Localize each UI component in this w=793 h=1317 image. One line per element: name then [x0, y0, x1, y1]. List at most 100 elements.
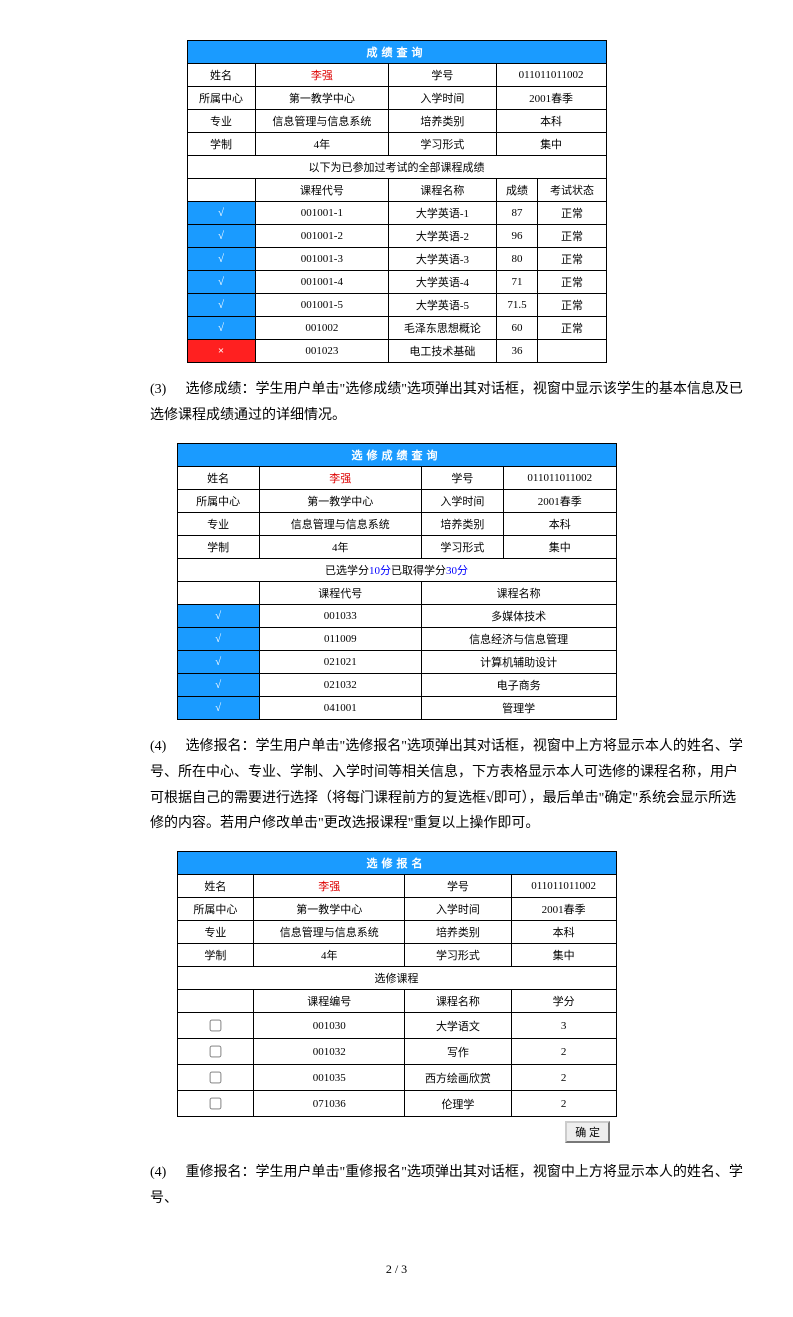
cell-code: 001033	[259, 604, 421, 627]
status-mark: √	[187, 202, 255, 225]
cell-code: 001030	[254, 1013, 405, 1039]
info-cell: 学号	[405, 875, 511, 898]
info-cell: 本科	[496, 110, 606, 133]
cell-stat: 正常	[538, 317, 606, 340]
cell-name: 计算机辅助设计	[421, 650, 616, 673]
col-header: 学分	[511, 990, 616, 1013]
table-title: 选修成绩查询	[177, 443, 616, 466]
cell-name: 大学英语-1	[389, 202, 496, 225]
info-cell: 专业	[187, 110, 255, 133]
info-cell: 集中	[504, 535, 616, 558]
cell-name: 大学语文	[405, 1013, 511, 1039]
table-title: 成绩查询	[187, 41, 606, 64]
info-cell: 姓名	[177, 875, 254, 898]
score-query-section: 成绩查询 姓名李强学号011011011002所属中心第一教学中心入学时间200…	[50, 40, 743, 363]
cell-code: 001002	[255, 317, 389, 340]
info-cell: 培养类别	[405, 921, 511, 944]
info-cell: 入学时间	[421, 489, 503, 512]
confirm-button[interactable]: 确 定	[565, 1121, 610, 1143]
cell-score: 80	[496, 248, 538, 271]
cell-name: 西方绘画欣赏	[405, 1065, 511, 1091]
info-cell: 入学时间	[389, 87, 496, 110]
cell-stat: 正常	[538, 225, 606, 248]
info-cell: 011011011002	[511, 875, 616, 898]
info-cell: 第一教学中心	[255, 87, 389, 110]
cell-code: 021032	[259, 673, 421, 696]
section-sub: 选修课程	[177, 967, 616, 990]
col-header: 课程名称	[421, 581, 616, 604]
col-header	[187, 179, 255, 202]
info-cell: 所属中心	[187, 87, 255, 110]
info-cell: 李强	[254, 875, 405, 898]
elective-register-table: 选修报名 姓名李强学号011011011002所属中心第一教学中心入学时间200…	[177, 851, 617, 1146]
info-cell: 专业	[177, 512, 259, 535]
cell-code: 001001-3	[255, 248, 389, 271]
cell-name: 毛泽东思想概论	[389, 317, 496, 340]
elective-register-section: 选修报名 姓名李强学号011011011002所属中心第一教学中心入学时间200…	[50, 851, 743, 1146]
page-footer: 2 / 3	[50, 1262, 743, 1277]
info-cell: 所属中心	[177, 898, 254, 921]
course-checkbox[interactable]	[210, 1072, 222, 1084]
para-title: 重修报名：	[186, 1165, 256, 1180]
cell-credit: 2	[511, 1091, 616, 1117]
status-mark: √	[187, 294, 255, 317]
col-header: 课程名称	[389, 179, 496, 202]
info-cell: 学号	[389, 64, 496, 87]
cell-name: 管理学	[421, 696, 616, 719]
cell-score: 60	[496, 317, 538, 340]
cell-code: 001035	[254, 1065, 405, 1091]
col-header: 考试状态	[538, 179, 606, 202]
info-cell: 学习形式	[405, 944, 511, 967]
cell-score: 71.5	[496, 294, 538, 317]
cell-score: 87	[496, 202, 538, 225]
credit-summary: 已选学分10分已取得学分30分	[177, 558, 616, 581]
course-checkbox[interactable]	[210, 1046, 222, 1058]
cell-name: 多媒体技术	[421, 604, 616, 627]
cell-name: 电子商务	[421, 673, 616, 696]
cell-score: 71	[496, 271, 538, 294]
cell-name: 大学英语-4	[389, 271, 496, 294]
cell-credit: 2	[511, 1065, 616, 1091]
col-header: 成绩	[496, 179, 538, 202]
para-num: (4)	[150, 1160, 182, 1186]
info-cell: 2001春季	[511, 898, 616, 921]
info-cell: 本科	[504, 512, 616, 535]
cell-stat: 正常	[538, 248, 606, 271]
status-mark: √	[177, 673, 259, 696]
cell-code: 011009	[259, 627, 421, 650]
info-cell: 所属中心	[177, 489, 259, 512]
info-cell: 专业	[177, 921, 254, 944]
status-mark: √	[177, 696, 259, 719]
cell-name: 大学英语-2	[389, 225, 496, 248]
course-checkbox[interactable]	[210, 1098, 222, 1110]
cell-code: 001001-5	[255, 294, 389, 317]
cell-code: 001001-1	[255, 202, 389, 225]
info-cell: 培养类别	[389, 110, 496, 133]
cell-code: 021021	[259, 650, 421, 673]
info-cell: 信息管理与信息系统	[259, 512, 421, 535]
col-header: 课程编号	[254, 990, 405, 1013]
info-cell: 学制	[177, 535, 259, 558]
score-query-table: 成绩查询 姓名李强学号011011011002所属中心第一教学中心入学时间200…	[187, 40, 607, 363]
info-cell: 入学时间	[405, 898, 511, 921]
info-cell: 第一教学中心	[259, 489, 421, 512]
cell-code: 001032	[254, 1039, 405, 1065]
elective-score-section: 选修成绩查询 姓名李强学号011011011002所属中心第一教学中心入学时间2…	[50, 443, 743, 720]
cell-stat: 正常	[538, 202, 606, 225]
course-checkbox[interactable]	[210, 1020, 222, 1032]
info-cell: 培养类别	[421, 512, 503, 535]
table-title: 选修报名	[177, 852, 616, 875]
para-num: (3)	[150, 377, 182, 403]
info-cell: 学习形式	[389, 133, 496, 156]
cell-name: 大学英语-5	[389, 294, 496, 317]
status-mark: √	[177, 627, 259, 650]
cell-score: 36	[496, 340, 538, 363]
status-mark: √	[187, 225, 255, 248]
info-cell: 4年	[255, 133, 389, 156]
info-cell: 011011011002	[504, 466, 616, 489]
info-cell: 学习形式	[421, 535, 503, 558]
para-num: (4)	[150, 734, 182, 760]
paragraph-4: (4) 选修报名：学生用户单击"选修报名"选项弹出其对话框，视窗中上方将显示本人…	[150, 734, 743, 838]
info-cell: 学号	[421, 466, 503, 489]
info-cell: 姓名	[177, 466, 259, 489]
